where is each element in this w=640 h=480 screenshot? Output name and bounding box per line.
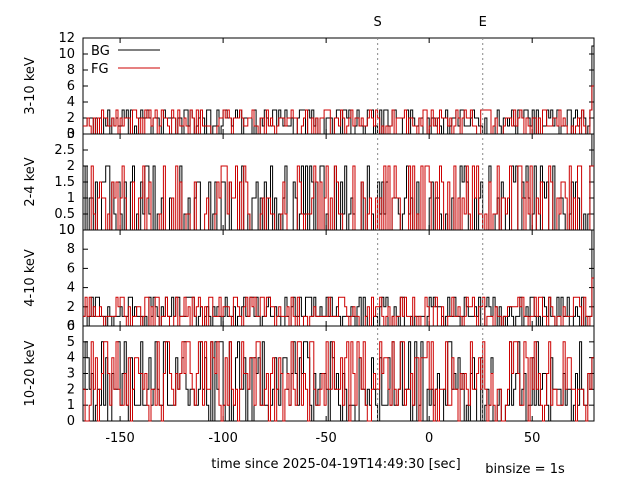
y-tick-label: 2 bbox=[67, 300, 75, 315]
x-tick-label: -50 bbox=[316, 431, 337, 446]
y-axis-label: 10-20 keV bbox=[23, 340, 38, 406]
y-tick-label: 0 bbox=[67, 127, 75, 142]
y-tick-label: 10 bbox=[58, 47, 75, 62]
series-fg-line bbox=[83, 341, 594, 422]
y-tick-label: 4 bbox=[67, 281, 75, 296]
y-tick-label: 1 bbox=[67, 191, 75, 206]
y-tick-label: 2.5 bbox=[54, 143, 75, 158]
y-tick-label: 8 bbox=[67, 242, 75, 257]
y-axis-label: 4-10 keV bbox=[23, 249, 38, 307]
series-fg-line bbox=[83, 165, 594, 231]
y-tick-label: 4 bbox=[67, 95, 75, 110]
binsize-note: binsize = 1s bbox=[485, 462, 565, 477]
legend-label: FG bbox=[91, 62, 109, 77]
y-tick-label: 1 bbox=[67, 398, 75, 413]
series-bg-line bbox=[83, 341, 594, 422]
series-fg-line bbox=[83, 277, 594, 327]
y-tick-label: 3 bbox=[67, 367, 75, 382]
y-tick-label: 0 bbox=[67, 319, 75, 334]
marker-label: S bbox=[374, 15, 382, 30]
y-tick-label: 6 bbox=[67, 79, 75, 94]
y-axis-label: 3-10 keV bbox=[23, 57, 38, 115]
y-tick-label: 2 bbox=[67, 159, 75, 174]
y-tick-label: 0.5 bbox=[54, 207, 75, 222]
series-fg-line bbox=[83, 85, 594, 135]
panel-2: 00.511.522.532-4 keV bbox=[23, 127, 595, 238]
x-tick-label: 50 bbox=[524, 431, 541, 446]
y-tick-label: 2 bbox=[67, 382, 75, 397]
y-tick-label: 0 bbox=[67, 223, 75, 238]
y-axis-label: 2-4 keV bbox=[23, 157, 38, 206]
x-tick-label: -100 bbox=[208, 431, 238, 446]
y-tick-label: 1.5 bbox=[54, 175, 75, 190]
x-tick-label: 0 bbox=[425, 431, 433, 446]
y-tick-label: 3 bbox=[67, 127, 75, 142]
y-tick-label: 6 bbox=[67, 261, 75, 276]
x-axis-label: time since 2025-04-19T14:49:30 [sec] bbox=[211, 457, 460, 472]
y-tick-label: 5 bbox=[67, 335, 75, 350]
y-tick-label: 2 bbox=[67, 111, 75, 126]
legend: BG FG bbox=[91, 44, 160, 77]
legend-label: BG bbox=[91, 44, 110, 59]
marker-label: E bbox=[479, 15, 487, 30]
y-tick-label: 0 bbox=[67, 414, 75, 429]
x-tick-label: -150 bbox=[105, 431, 135, 446]
panel-3: 0 2 4 6 8 10 4-10 keV bbox=[23, 223, 595, 334]
y-tick-label: 6 bbox=[67, 319, 75, 334]
y-tick-label: 12 bbox=[58, 31, 75, 46]
y-tick-label: 8 bbox=[67, 63, 75, 78]
y-tick-label: 10 bbox=[58, 223, 75, 238]
x-axis: -150 -100 -50 0 50 bbox=[105, 431, 540, 446]
series-bg-line bbox=[83, 45, 594, 135]
y-tick-label: 4 bbox=[67, 351, 75, 366]
